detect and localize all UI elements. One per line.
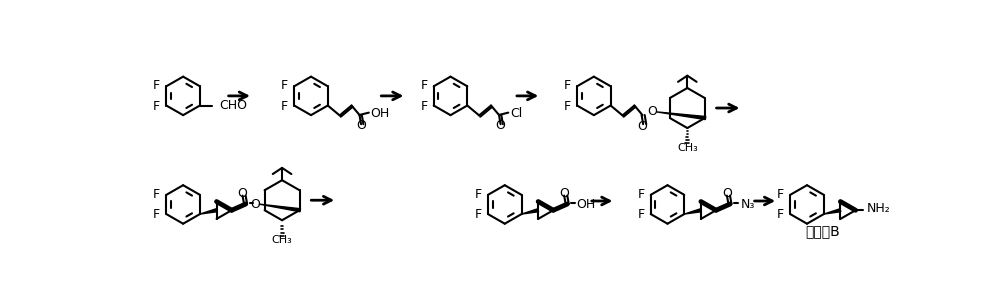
Text: F: F (637, 188, 645, 201)
Text: F: F (153, 188, 160, 201)
Text: F: F (777, 208, 784, 221)
Text: F: F (564, 79, 571, 92)
Polygon shape (522, 209, 539, 214)
Text: CH₃: CH₃ (272, 235, 292, 245)
Text: 中间体B: 中间体B (805, 224, 840, 239)
Text: F: F (153, 79, 160, 92)
Text: NH₂: NH₂ (866, 202, 890, 215)
Text: F: F (564, 100, 571, 113)
Text: O: O (496, 119, 505, 132)
Text: O: O (356, 119, 366, 132)
Text: O: O (722, 187, 732, 200)
Polygon shape (824, 209, 841, 214)
Text: F: F (475, 208, 482, 221)
Text: O: O (559, 187, 569, 200)
Polygon shape (656, 112, 706, 120)
Text: F: F (475, 188, 482, 201)
Polygon shape (259, 204, 301, 212)
Text: O: O (250, 198, 260, 210)
Text: CH₃: CH₃ (677, 143, 698, 153)
Text: F: F (281, 79, 288, 92)
Text: F: F (420, 79, 428, 92)
Text: CHO: CHO (219, 99, 247, 112)
Text: F: F (777, 188, 784, 201)
Text: F: F (281, 100, 288, 113)
Text: O: O (637, 120, 647, 133)
Polygon shape (684, 209, 701, 214)
Text: N₃: N₃ (741, 198, 755, 210)
Text: O: O (238, 187, 247, 200)
Text: F: F (420, 100, 428, 113)
Text: Cl: Cl (510, 107, 522, 120)
Polygon shape (200, 209, 217, 214)
Text: O: O (648, 105, 657, 118)
Text: F: F (637, 208, 645, 221)
Text: F: F (153, 208, 160, 221)
Text: OH: OH (577, 198, 596, 210)
Text: F: F (153, 100, 160, 113)
Text: OH: OH (370, 107, 390, 120)
